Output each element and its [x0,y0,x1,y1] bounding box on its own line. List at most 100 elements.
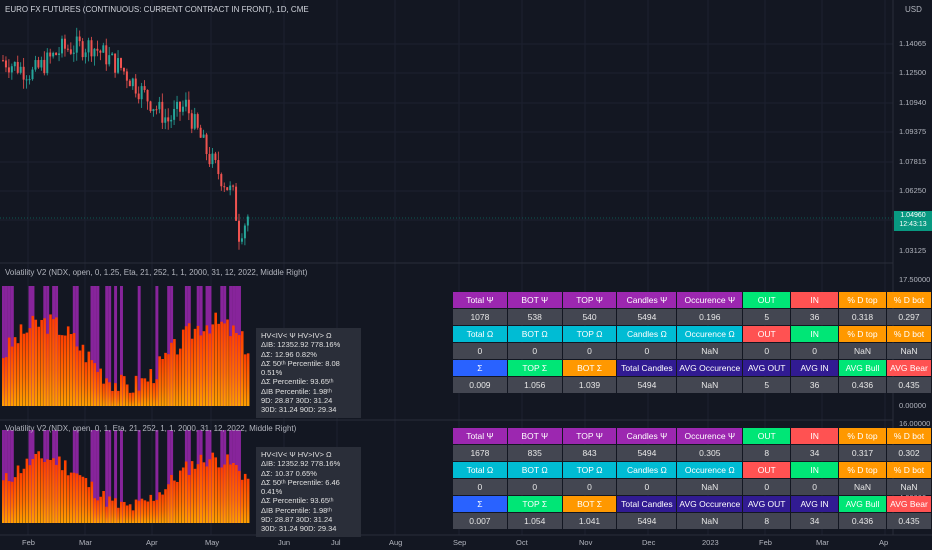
volatility-bar [211,324,215,406]
volatility-bar [190,461,194,523]
volatility-bar [10,346,14,406]
indicator1-stats-table: Total Ψ BOT Ψ TOP Ψ Candles Ψ Occurence Ψ OUT… [452,291,932,394]
volatility-bar [176,354,179,406]
table-value-cell: 5494 [617,309,677,325]
price-candle [226,186,229,191]
table-header-cell: Total Ω [453,462,507,478]
table-value-cell: 36 [791,309,839,325]
price-candle [179,101,181,121]
time-axis-label: Feb [759,538,772,547]
table-value-cell: 0.435 [886,513,931,529]
price-candle [19,62,22,75]
purple-band [114,286,118,406]
volatility-bar [52,319,55,406]
volatility-bar [243,473,247,523]
table-header-cell: OUT [743,326,791,342]
volatility-bar [181,467,185,523]
price-candle [49,48,52,64]
price-candle [90,36,93,62]
volatility-bar [243,354,247,406]
table-value-cell: NaN [677,513,743,529]
table-header-cell: TOP Ψ [562,292,617,308]
volatility-histogram-1 [2,286,250,406]
table-value-cell: 0.317 [839,445,886,461]
table-value-cell: NaN [677,377,743,393]
table-header-cell: BOT Ω [507,326,562,342]
volatility-bar [125,505,129,523]
price-candle [128,79,131,87]
purple-band [105,430,109,523]
volatility-bar [220,467,223,523]
volatility-bar [131,392,135,406]
table-value-cell: 538 [507,309,562,325]
volatility-bar [202,331,206,406]
volatility-bar [84,362,88,406]
table-value-cell: 0 [453,479,507,495]
table-header-cell: OUT [743,292,791,308]
volatility-bar [232,462,235,523]
purple-band [155,430,159,523]
price-candle [99,49,102,61]
volatility-bar [52,458,55,523]
purple-band [137,286,141,406]
price-candle [102,42,105,53]
volatility-bar [84,478,88,523]
indicator2-legend[interactable]: Volatility V2 (NDX, open, 0, 1, Eta, 21,… [5,424,297,433]
volatility-bar [122,376,126,406]
stats-line: ΔΣ Percentile: 93.65ᵗʰ [261,496,334,506]
price-candle [229,181,232,196]
table-header-cell: Total Ω [453,326,507,342]
price-candle [196,112,199,130]
price-candle [125,68,128,89]
price-candle [205,132,208,161]
table-header-cell: AVG Bull [839,496,886,512]
time-axis-label: Mar [79,538,92,547]
volatility-bar [211,452,215,523]
price-candle [181,100,184,116]
table-header-cell: Total Ψ [453,428,507,444]
table-value-cell: NaN [839,479,886,495]
price-candle [202,129,205,139]
price-candle [243,223,246,246]
purple-band [93,430,97,523]
price-candle [217,151,220,180]
time-axis-label: Ap [879,538,889,547]
last-price: 1.04960 [900,212,926,219]
time-axis-label: Dec [642,538,656,547]
table-header-cell: TOP Ω [562,326,617,342]
table-header-cell: % D top [839,326,886,342]
volatility-bar [146,501,150,523]
volatility-bar [190,338,194,406]
volatility-bar [152,383,156,406]
table-header-cell: TOP Σ [507,496,562,512]
stats-line: ΔIB Percentile: 1.98ᵗʰ [261,386,332,396]
table-header-cell: Occurence Ψ [677,292,743,308]
volatility-bar [78,475,82,523]
table-value-cell: 5 [743,309,791,325]
price-candle [31,66,34,81]
volatility-bar [102,383,105,406]
volatility-bar [4,473,8,523]
volatility-bar [90,481,94,523]
table-header-cell: % D bot [886,428,931,444]
price-candle [184,92,187,112]
purple-band [2,430,5,523]
indicator2-axis-tick: 16.00000 [899,419,931,428]
stats-line: ΔIB: 12352.92 778.16% [261,459,341,469]
volatility-bar [240,331,244,406]
indicator1-axis-tick: 0.00000 [899,401,927,410]
volatility-bar [205,466,209,523]
table-header-cell: AVG Occurence [677,496,743,512]
volatility-bar [220,321,223,406]
price-candle [223,182,226,193]
price-candle [164,108,167,130]
volatility-bar [117,390,120,406]
volatility-bar [199,335,203,406]
indicator1-legend[interactable]: Volatility V2 (NDX, open, 0, 1.25, Eta, … [5,268,308,277]
volatility-bar [238,470,241,523]
table-value-cell: 0.302 [886,445,931,461]
price-candle [140,82,143,108]
table-header-cell: % D top [839,462,886,478]
table-header-cell: IN [791,428,839,444]
